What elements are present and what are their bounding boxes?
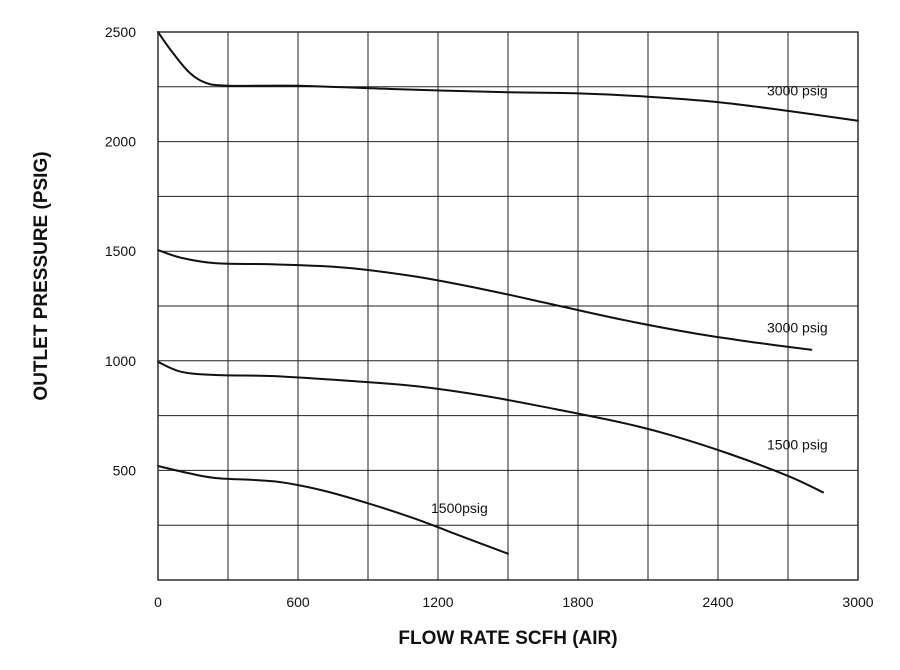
series-line-2 (157, 249, 813, 351)
y-tick-label: 1000 (105, 353, 136, 369)
series-line-3 (157, 360, 824, 494)
x-tick-label: 3000 (842, 594, 873, 610)
x-axis-title: FLOW RATE SCFH (AIR) (398, 628, 617, 649)
curve-label: 1500 psig (767, 437, 828, 453)
x-axis-ticks: 0 600 1200 1800 2400 3000 (154, 594, 874, 610)
y-axis-ticks: 500 1000 1500 2000 2500 (105, 24, 136, 478)
y-tick-label: 2000 (105, 134, 136, 150)
plot-frame (157, 31, 859, 581)
series-line-4 (157, 465, 509, 555)
y-tick-label: 1500 (105, 243, 136, 259)
curve-label: 3000 psig (767, 83, 828, 99)
grid (158, 32, 858, 580)
curve-labels: 3000 psig 3000 psig 1500 psig 1500psig (431, 83, 828, 517)
series-line-1 (157, 31, 859, 122)
y-axis-title: OUTLET PRESSURE (PSIG) (31, 151, 52, 400)
series-lines (157, 31, 859, 555)
y-tick-label: 500 (113, 462, 137, 478)
y-tick-label: 2500 (105, 24, 136, 40)
x-tick-label: 1800 (562, 594, 593, 610)
x-tick-label: 2400 (702, 594, 733, 610)
curve-label: 3000 psig (767, 319, 828, 335)
x-tick-label: 1200 (422, 594, 453, 610)
x-tick-label: 600 (286, 594, 310, 610)
x-tick-label: 0 (154, 594, 162, 610)
curve-label: 1500psig (431, 500, 488, 516)
